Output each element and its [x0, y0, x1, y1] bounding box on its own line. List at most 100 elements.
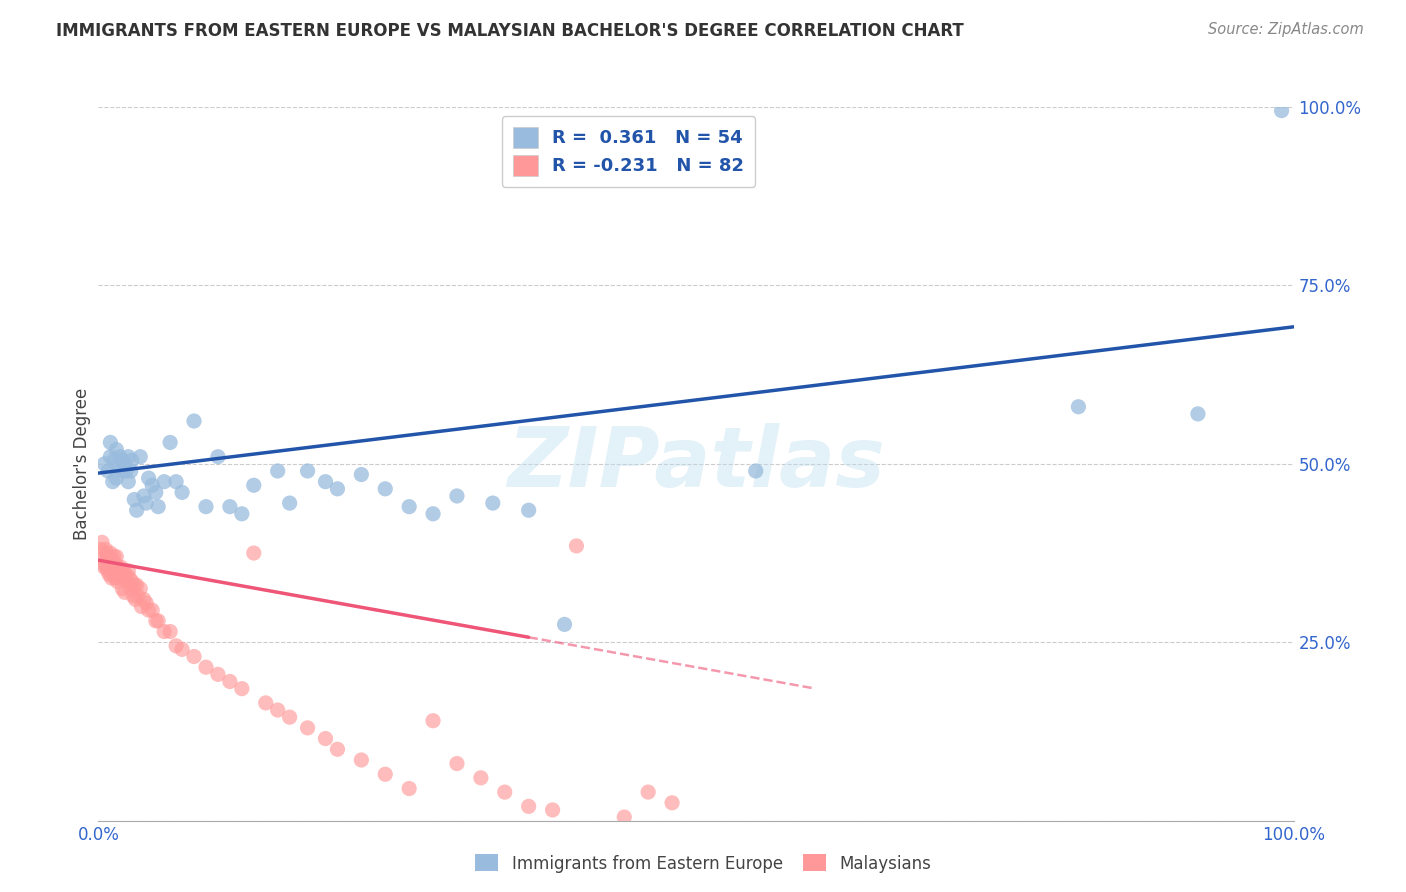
Point	[97, 549, 120, 564]
Point	[446, 756, 468, 771]
Point	[297, 721, 319, 735]
Point	[117, 475, 139, 489]
Point	[115, 464, 138, 478]
Point	[541, 803, 564, 817]
Point	[98, 567, 121, 582]
Point	[517, 799, 540, 814]
Point	[148, 614, 170, 628]
Point	[125, 578, 148, 592]
Point	[129, 582, 152, 596]
Point	[231, 507, 253, 521]
Point	[117, 564, 139, 578]
Point	[267, 464, 290, 478]
Point	[98, 553, 121, 567]
Point	[121, 453, 143, 467]
Point	[112, 564, 135, 578]
Point	[398, 500, 420, 514]
Point	[114, 457, 136, 471]
Point	[120, 464, 142, 478]
Point	[135, 596, 157, 610]
Point	[745, 464, 768, 478]
Point	[114, 571, 136, 585]
Point	[98, 435, 122, 450]
Point	[219, 500, 242, 514]
Point	[105, 564, 128, 578]
Point	[111, 464, 134, 478]
Point	[101, 553, 124, 567]
Point	[138, 471, 160, 485]
Point	[90, 542, 112, 557]
Point	[172, 642, 194, 657]
Point	[108, 450, 131, 464]
Point	[104, 571, 127, 585]
Point	[243, 546, 266, 560]
Point	[374, 482, 396, 496]
Legend: R =  0.361   N = 54, R = -0.231   N = 82: R = 0.361 N = 54, R = -0.231 N = 82	[502, 116, 755, 186]
Point	[108, 571, 131, 585]
Point	[159, 624, 181, 639]
Point	[127, 589, 149, 603]
Point	[124, 592, 146, 607]
Point	[315, 731, 337, 746]
Point	[103, 567, 125, 582]
Point	[111, 567, 134, 582]
Point	[138, 603, 160, 617]
Point	[165, 475, 187, 489]
Point	[613, 810, 636, 824]
Point	[350, 753, 373, 767]
Point	[207, 667, 229, 681]
Point	[207, 450, 229, 464]
Point	[1271, 103, 1294, 118]
Point	[326, 742, 349, 756]
Point	[326, 482, 349, 496]
Point	[98, 450, 122, 464]
Point	[98, 560, 122, 574]
Point	[183, 414, 205, 428]
Point	[129, 450, 152, 464]
Y-axis label: Bachelor's Degree: Bachelor's Degree	[73, 388, 91, 540]
Point	[97, 564, 120, 578]
Point	[118, 571, 141, 585]
Text: ZIPatlas: ZIPatlas	[508, 424, 884, 504]
Point	[141, 478, 163, 492]
Point	[145, 485, 167, 500]
Legend: Immigrants from Eastern Europe, Malaysians: Immigrants from Eastern Europe, Malaysia…	[468, 847, 938, 880]
Point	[637, 785, 659, 799]
Point	[153, 624, 176, 639]
Point	[1067, 400, 1090, 414]
Point	[159, 435, 181, 450]
Point	[105, 549, 128, 564]
Point	[93, 457, 115, 471]
Point	[194, 660, 218, 674]
Point	[481, 496, 505, 510]
Point	[374, 767, 396, 781]
Point	[94, 557, 117, 571]
Point	[107, 574, 129, 589]
Point	[97, 464, 120, 478]
Point	[231, 681, 253, 696]
Point	[194, 500, 218, 514]
Point	[93, 549, 115, 564]
Point	[115, 574, 138, 589]
Point	[96, 546, 118, 560]
Point	[124, 578, 146, 592]
Point	[565, 539, 588, 553]
Point	[107, 560, 129, 574]
Point	[183, 649, 205, 664]
Point	[93, 560, 115, 574]
Point	[1187, 407, 1209, 421]
Point	[100, 557, 122, 571]
Point	[278, 710, 301, 724]
Point	[103, 453, 125, 467]
Point	[107, 460, 129, 475]
Point	[145, 614, 167, 628]
Point	[278, 496, 301, 510]
Point	[135, 496, 157, 510]
Point	[91, 535, 114, 549]
Point	[121, 574, 143, 589]
Point	[315, 475, 337, 489]
Point	[101, 475, 124, 489]
Point	[105, 442, 128, 457]
Point	[117, 450, 139, 464]
Point	[94, 542, 117, 557]
